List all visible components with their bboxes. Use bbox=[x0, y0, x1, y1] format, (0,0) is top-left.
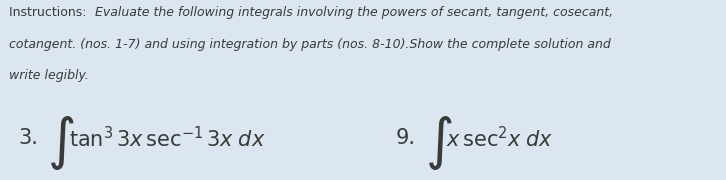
Text: write legibly.: write legibly. bbox=[9, 69, 89, 82]
Text: 3.: 3. bbox=[18, 128, 38, 148]
Text: $\int$: $\int$ bbox=[47, 114, 75, 172]
Text: $\int$: $\int$ bbox=[425, 114, 452, 172]
Text: 9.: 9. bbox=[396, 128, 416, 148]
Text: Instructions:: Instructions: bbox=[9, 6, 91, 19]
Text: $\tan^3 3x\,\sec^{-1} 3x\; dx$: $\tan^3 3x\,\sec^{-1} 3x\; dx$ bbox=[69, 126, 266, 151]
Text: cotangent. (nos. 1-7) and using integration by parts (nos. 8-10).Show the comple: cotangent. (nos. 1-7) and using integrat… bbox=[9, 38, 611, 51]
Text: Evaluate the following integrals involving the powers of secant, tangent, coseca: Evaluate the following integrals involvi… bbox=[95, 6, 613, 19]
Text: $x\,\sec^2\!x\; dx$: $x\,\sec^2\!x\; dx$ bbox=[446, 126, 554, 151]
